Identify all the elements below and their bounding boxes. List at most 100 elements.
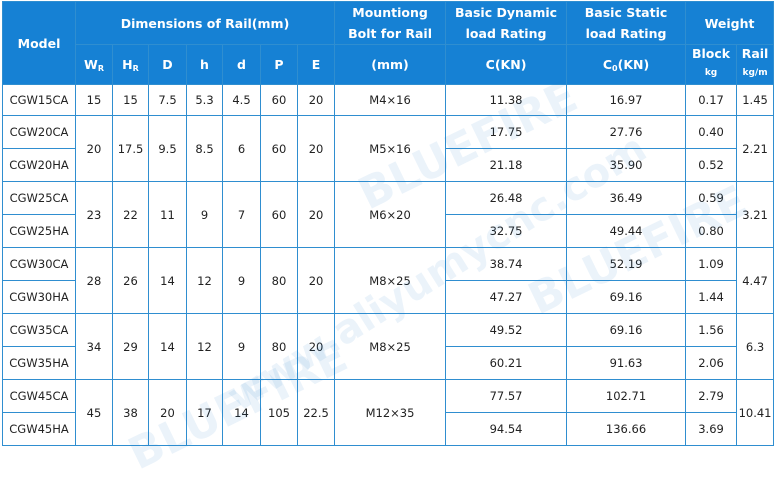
dim-hr-cell: 26 [112,247,149,314]
dim-wr-cell: 15 [75,84,113,116]
static-unit-header: C0(KN) [566,44,687,85]
dynamic-rating-cell: 26.48 [445,181,568,215]
weight-header: Weight [685,1,775,45]
dim-d-upper-cell: 20 [148,379,187,446]
dim-h-lower-cell: 8.5 [186,115,223,182]
model-cell: CGW25CA [2,181,76,215]
model-cell: CGW15CA [2,84,76,116]
model-cell: CGW20CA [2,115,76,149]
bolt-header: Mountiong Bolt for Rail [334,1,447,45]
model-cell: CGW35CA [2,313,76,347]
dim-d-upper-cell: 7.5 [148,84,187,116]
static-header-line-1: Basic Static [584,5,668,20]
table-row: CGW35HA 60.21 91.63 2.06 [2,346,774,380]
dim-p-cell: 105 [260,379,298,446]
dim-subscript: R [97,63,104,73]
dim-wr-cell: 28 [75,247,113,314]
dynamic-rating-cell: 11.38 [445,84,568,116]
static-rating-cell: 136.66 [566,412,687,446]
dim-hr-cell: 22 [112,181,149,248]
dim-d-upper-cell: 9.5 [148,115,187,182]
dim-d-lower-cell: 6 [222,115,261,182]
dim-wr-cell: 23 [75,181,113,248]
dim-p-cell: 80 [260,313,298,380]
dynamic-rating-cell: 32.75 [445,214,568,248]
rail-weight-header: Rail kg/m [736,44,775,85]
dim-d-lower-cell: 9 [222,247,261,314]
dim-d-lower-cell: 9 [222,313,261,380]
dynamic-header-line-2: load Rating [465,26,547,41]
table-row: CGW20CA 20 17.5 9.5 8.5 6 60 20 M5×16 17.75 27.76 0… [2,115,775,182]
dim-p-cell: 60 [260,84,298,116]
dim-p-cell: 80 [260,247,298,314]
bolt-cell: M8×25 [334,313,447,380]
dim-e-cell: 20 [296,247,336,314]
dim-header-hr-1: HR [112,44,149,85]
static-unit-main: C [602,56,613,72]
bolt-cell: M8×25 [334,247,447,314]
dim-hr-cell: 29 [112,313,149,380]
dim-h-lower-cell: 12 [186,313,223,380]
table-row: CGW25CA 23 22 11 9 7 60 20 M6×20 26.48 36.49 0.59 3.… [2,181,775,248]
table-row: CGW35CA 34 29 14 12 9 80 20 M8×25 49.52 69.16 1.56 6… [2,313,775,380]
dim-h-lower-cell: 12 [186,247,223,314]
dim-e-cell: 20 [296,181,336,248]
dynamic-unit-header: C(KN) [445,44,568,85]
bolt-cell: M6×20 [334,181,447,248]
dynamic-rating-cell: 38.74 [445,247,568,281]
dim-header-e-6: E [296,44,336,85]
dim-h-lower-cell: 9 [186,181,223,248]
block-weight-header: Block kg [685,44,738,85]
dim-symbol: W [84,56,98,72]
dynamic-rating-cell: 77.57 [445,379,568,413]
bolt-header-line-2: Bolt for Rail [348,26,432,41]
dynamic-rating-cell: 17.75 [445,115,568,149]
model-cell: CGW30CA [2,247,76,281]
rail-weight-cell: 3.21 [736,181,775,248]
dim-e-cell: 20 [296,313,336,380]
dim-p-cell: 60 [260,115,298,182]
block-weight-cell: 0.17 [685,84,738,116]
bolt-cell: M12×35 [334,379,447,446]
dim-h-lower-cell: 5.3 [186,84,223,116]
model-cell: CGW20HA [2,148,76,182]
dim-header-d-4: d [222,44,261,85]
rail-weight-cell: 10.41 [736,379,775,446]
rail-weight-cell: 1.45 [736,84,775,116]
dim-symbol: H [122,56,133,72]
rail-weight-cell: 4.47 [736,247,775,314]
static-rating-cell: 69.16 [566,280,687,314]
dim-symbol: E [311,57,321,72]
dim-d-lower-cell: 14 [222,379,261,446]
dim-e-cell: 20 [296,84,336,116]
dim-d-upper-cell: 11 [148,181,187,248]
dynamic-rating-cell: 47.27 [445,280,568,314]
block-weight-cell: 2.79 [685,379,738,413]
dim-e-cell: 20 [296,115,336,182]
dim-symbol: P [274,57,284,72]
table-row: CGW45HA 94.54 136.66 3.69 [2,412,774,446]
table-row: CGW25HA 32.75 49.44 0.80 [2,214,774,248]
dim-symbol: h [200,57,209,72]
dim-symbol: D [162,57,173,72]
static-rating-cell: 16.97 [566,84,687,116]
dynamic-rating-cell: 94.54 [445,412,568,446]
rail-weight-unit: kg/m [742,68,768,78]
bolt-header-line-1: Mountiong [352,5,428,20]
table-row: CGW30HA 47.27 69.16 1.44 [2,280,774,314]
static-rating-cell: 69.16 [566,313,687,347]
rail-weight-cell: 2.21 [736,115,775,182]
dim-wr-cell: 45 [75,379,113,446]
model-header: Model [2,1,76,85]
dynamic-rating-cell: 60.21 [445,346,568,380]
dynamic-header-line-1: Basic Dynamic [455,5,558,20]
dim-symbol: d [237,57,246,72]
block-weight-cell: 1.56 [685,313,738,347]
dim-subscript: R [132,63,139,73]
static-rating-cell: 36.49 [566,181,687,215]
block-weight-label: Block [691,46,731,61]
dim-hr-cell: 17.5 [112,115,149,182]
static-unit-subscript: 0 [612,63,618,73]
dynamic-rating-header: Basic Dynamic load Rating [445,1,568,45]
model-cell: CGW25HA [2,214,76,248]
